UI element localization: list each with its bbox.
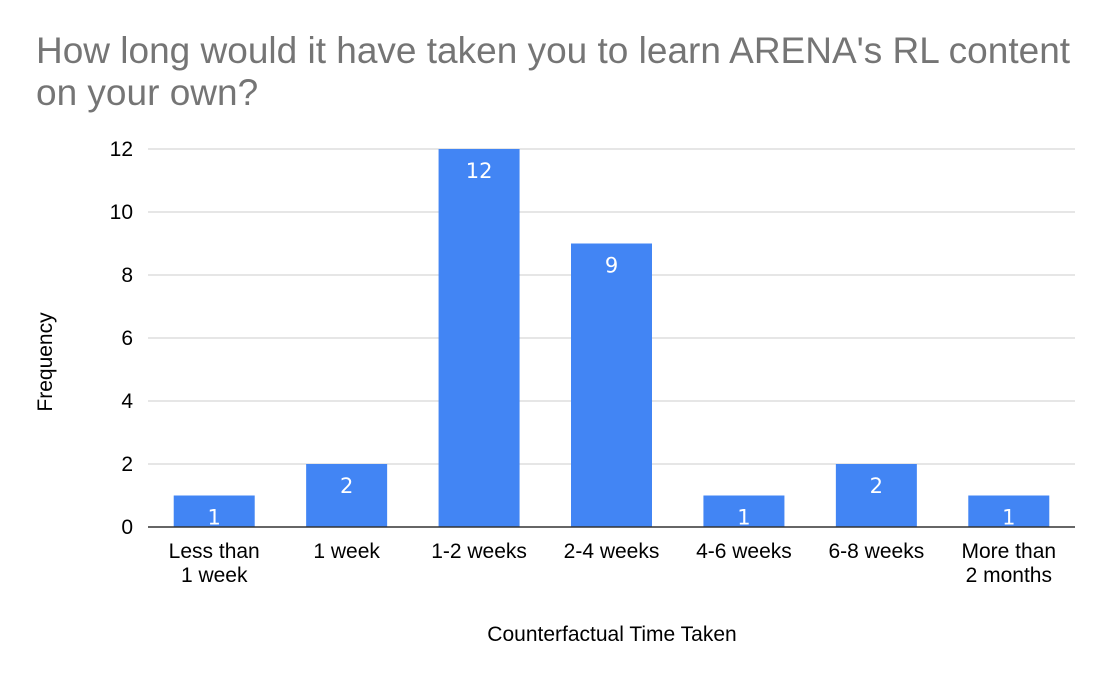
data-label: 9 xyxy=(605,254,618,278)
data-label: 12 xyxy=(466,159,493,183)
y-axis-ticks: 0 2 4 6 8 10 12 xyxy=(110,138,134,539)
data-label: 1 xyxy=(1002,506,1015,530)
y-tick-label: 2 xyxy=(121,453,133,476)
data-label: 2 xyxy=(340,474,353,498)
x-tick-label: Less than xyxy=(169,540,260,563)
bar xyxy=(571,243,652,527)
data-label: 1 xyxy=(208,506,221,530)
x-tick-label: 2 months xyxy=(966,564,1052,587)
chart-title: How long would it have taken you to lear… xyxy=(36,30,1071,113)
y-tick-label: 6 xyxy=(121,327,133,350)
x-tick-label: More than xyxy=(962,540,1057,563)
y-tick-label: 8 xyxy=(121,264,133,287)
y-tick-label: 4 xyxy=(121,390,133,413)
x-axis-label: Counterfactual Time Taken xyxy=(487,623,737,646)
x-tick-label: 1-2 weeks xyxy=(431,540,527,563)
y-tick-label: 0 xyxy=(121,516,133,539)
bar xyxy=(835,464,917,527)
x-tick-label: 4-6 weeks xyxy=(696,540,792,563)
x-tick-label: 2-4 weeks xyxy=(564,540,660,563)
y-tick-label: 12 xyxy=(110,138,133,161)
y-tick-label: 10 xyxy=(110,201,133,224)
data-label: 1 xyxy=(737,506,750,530)
bar xyxy=(306,464,388,527)
x-tick-label: 1 week xyxy=(181,564,248,587)
bar xyxy=(173,495,255,527)
bars xyxy=(173,149,1050,527)
x-tick-label: 6-8 weeks xyxy=(828,540,924,563)
bar xyxy=(703,495,785,527)
data-label: 2 xyxy=(870,474,883,498)
bar xyxy=(438,149,520,527)
bar xyxy=(968,495,1050,527)
x-tick-label: 1 week xyxy=(313,540,380,563)
